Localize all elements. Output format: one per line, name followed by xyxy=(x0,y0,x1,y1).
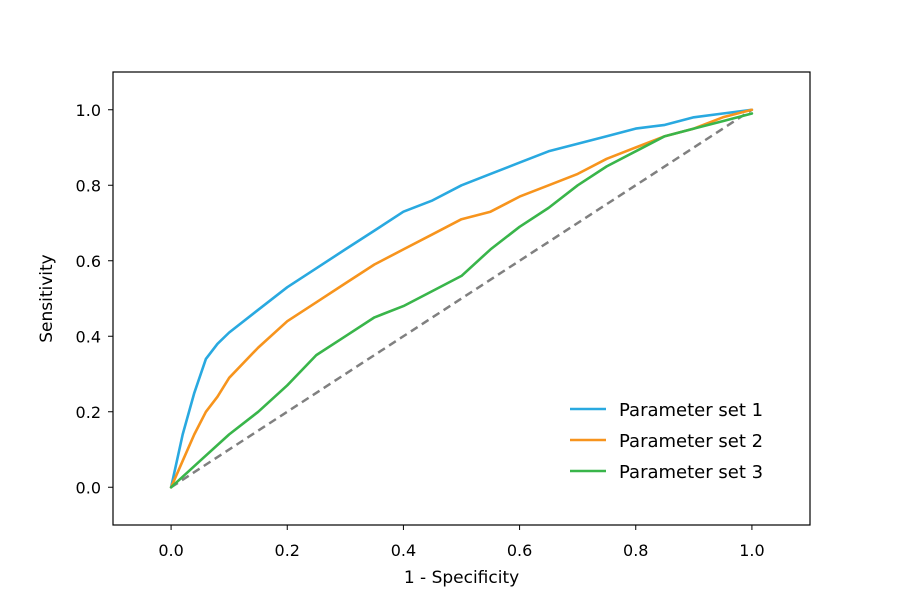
plot-area xyxy=(169,108,754,489)
legend: Parameter set 1 Parameter set 2 Parameter … xyxy=(570,400,763,483)
axes: 0.0 0.2 0.4 0.6 0.8 1.0 0.0 0.2 0.4 0.6 0.8 1.0 xyxy=(76,71,811,560)
series-line-3 xyxy=(169,112,754,489)
axes-frame xyxy=(112,71,811,526)
y-tick-label: 0.2 xyxy=(76,403,101,422)
y-axis-label: Sensitivity xyxy=(37,254,57,343)
y-tick-label: 0.8 xyxy=(76,176,101,195)
x-tick-label: 0.6 xyxy=(507,541,532,560)
x-tick-label: 0.0 xyxy=(158,541,183,560)
y-tick-label: 0.4 xyxy=(76,327,101,346)
y-tick-label: 0.0 xyxy=(76,478,101,497)
x-tick-label: 1.0 xyxy=(739,541,764,560)
x-tick-label: 0.4 xyxy=(391,541,416,560)
series-line-1 xyxy=(169,108,754,489)
x-axis-label: 1 - Specificity xyxy=(404,568,519,588)
reference-line-chance xyxy=(170,108,753,489)
y-tick-label: 1.0 xyxy=(76,101,101,120)
x-tick-label: 0.2 xyxy=(275,541,300,560)
x-tick-label: 0.8 xyxy=(623,541,648,560)
legend-label-3: Parameter set 3 xyxy=(619,462,763,483)
legend-label-1: Parameter set 1 xyxy=(619,400,763,421)
series-line-2 xyxy=(169,108,754,489)
y-tick-label: 0.6 xyxy=(76,252,101,271)
legend-label-2: Parameter set 2 xyxy=(619,431,763,452)
